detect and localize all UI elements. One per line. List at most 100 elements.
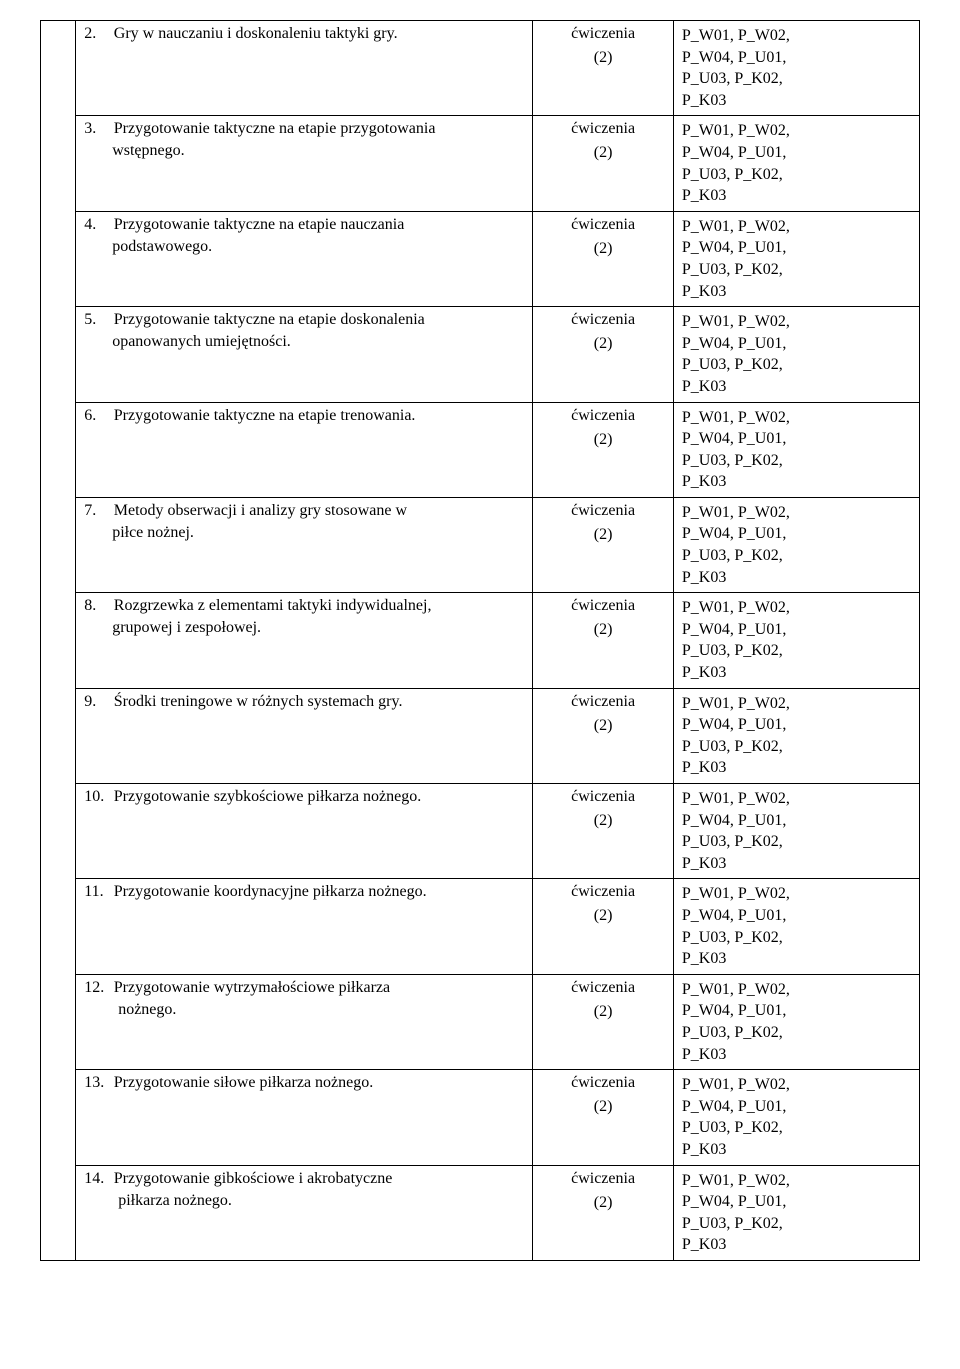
topic-number: 10. <box>84 788 110 806</box>
topic-cell: 8. Rozgrzewka z elementami taktyki indyw… <box>76 593 533 688</box>
type-cell: ćwiczenia(2) <box>533 879 674 974</box>
code-line: P_W04, P_U01, <box>682 237 911 259</box>
code-line: P_U03, P_K02, <box>682 545 911 567</box>
topic-line1: 12. Przygotowanie wytrzymałościowe piłka… <box>84 979 390 996</box>
type-label: ćwiczenia <box>541 693 665 711</box>
codes-cell: P_W01, P_W02,P_W04, P_U01,P_U03, P_K02,P… <box>673 497 919 592</box>
codes-cell: P_W01, P_W02,P_W04, P_U01,P_U03, P_K02,P… <box>673 974 919 1069</box>
type-count: (2) <box>541 526 665 544</box>
code-line: P_W01, P_W02, <box>682 979 911 1001</box>
code-line: P_U03, P_K02, <box>682 736 911 758</box>
topic-line1: 3. Przygotowanie taktyczne na etapie prz… <box>84 120 435 137</box>
code-line: P_U03, P_K02, <box>682 640 911 662</box>
code-line: P_W01, P_W02, <box>682 502 911 524</box>
topic-text2: wstępnego. <box>84 142 524 160</box>
codes-cell: P_W01, P_W02,P_W04, P_U01,P_U03, P_K02,P… <box>673 307 919 402</box>
codes-cell: P_W01, P_W02,P_W04, P_U01,P_U03, P_K02,P… <box>673 211 919 306</box>
type-cell: ćwiczenia(2) <box>533 688 674 783</box>
code-line: P_W01, P_W02, <box>682 788 911 810</box>
codes-cell: P_W01, P_W02,P_W04, P_U01,P_U03, P_K02,P… <box>673 688 919 783</box>
topic-text1: Przygotowanie taktyczne na etapie naucza… <box>110 216 405 233</box>
code-line: P_U03, P_K02, <box>682 927 911 949</box>
type-count: (2) <box>541 240 665 258</box>
code-line: P_K03 <box>682 567 911 589</box>
code-line: P_W01, P_W02, <box>682 25 911 47</box>
type-label: ćwiczenia <box>541 216 665 234</box>
type-cell: ćwiczenia (2) <box>533 1070 674 1165</box>
topic-number: 4. <box>84 216 110 234</box>
topic-text1: Przygotowanie taktyczne na etapie przygo… <box>110 120 436 137</box>
topic-cell: 11. Przygotowanie koordynacyjne piłkarza… <box>76 879 533 974</box>
type-count: (2) <box>541 49 665 67</box>
topic-text1: Gry w nauczaniu i doskonaleniu taktyki g… <box>110 25 398 42</box>
topic-number: 3. <box>84 120 110 138</box>
topic-line1: 5. Przygotowanie taktyczne na etapie dos… <box>84 311 425 328</box>
topic-number: 2. <box>84 25 110 43</box>
code-line: P_U03, P_K02, <box>682 354 911 376</box>
type-label: ćwiczenia <box>541 883 665 901</box>
topic-number: 11. <box>84 883 110 901</box>
topic-number: 9. <box>84 693 110 711</box>
topic-line1: 13. Przygotowanie siłowe piłkarza nożneg… <box>84 1074 373 1091</box>
table-row: 3. Przygotowanie taktyczne na etapie prz… <box>41 116 920 211</box>
type-label: ćwiczenia <box>541 979 665 997</box>
topic-text2: piłkarza nożnego. <box>84 1192 524 1210</box>
topic-cell: 14. Przygotowanie gibkościowe i akrobaty… <box>76 1165 533 1260</box>
topic-line1: 7. Metody obserwacji i analizy gry stoso… <box>84 502 407 519</box>
type-label: ćwiczenia <box>541 25 665 43</box>
type-count: (2) <box>541 144 665 162</box>
type-cell: ćwiczenia(2) <box>533 116 674 211</box>
code-line: P_K03 <box>682 1139 911 1161</box>
topic-line1: 8. Rozgrzewka z elementami taktyki indyw… <box>84 597 431 614</box>
topic-text2: podstawowego. <box>84 238 524 256</box>
code-line: P_W04, P_U01, <box>682 333 911 355</box>
type-label: ćwiczenia <box>541 407 665 425</box>
code-line: P_K03 <box>682 90 911 112</box>
topic-number: 6. <box>84 407 110 425</box>
code-line: P_U03, P_K02, <box>682 1117 911 1139</box>
table-row: 9. Środki treningowe w różnych systemach… <box>41 688 920 783</box>
type-label: ćwiczenia <box>541 788 665 806</box>
code-line: P_W01, P_W02, <box>682 216 911 238</box>
code-line: P_K03 <box>682 948 911 970</box>
topic-cell: 13. Przygotowanie siłowe piłkarza nożneg… <box>76 1070 533 1165</box>
type-label: ćwiczenia <box>541 1074 665 1092</box>
topic-number: 13. <box>84 1074 110 1092</box>
code-line: P_W04, P_U01, <box>682 1191 911 1213</box>
code-line: P_W04, P_U01, <box>682 142 911 164</box>
topic-text1: Przygotowanie gibkościowe i akrobatyczne <box>110 1170 393 1187</box>
table-row: 5. Przygotowanie taktyczne na etapie dos… <box>41 307 920 402</box>
type-count: (2) <box>541 1003 665 1021</box>
topic-text1: Przygotowanie siłowe piłkarza nożnego. <box>110 1074 373 1091</box>
topic-text1: Środki treningowe w różnych systemach gr… <box>110 693 403 710</box>
table-row: 2. Gry w nauczaniu i doskonaleniu taktyk… <box>41 21 920 116</box>
topic-text1: Przygotowanie szybkościowe piłkarza nożn… <box>110 788 421 805</box>
topic-line1: 10. Przygotowanie szybkościowe piłkarza … <box>84 788 421 805</box>
code-line: P_K03 <box>682 853 911 875</box>
codes-cell: P_W01, P_W02,P_W04, P_U01,P_U03, P_K02,P… <box>673 879 919 974</box>
topic-text2: piłce nożnej. <box>84 524 524 542</box>
topic-text1: Przygotowanie koordynacyjne piłkarza noż… <box>110 883 427 900</box>
type-count: (2) <box>541 1098 665 1116</box>
code-line: P_W01, P_W02, <box>682 407 911 429</box>
code-line: P_W04, P_U01, <box>682 1096 911 1118</box>
topic-cell: 6. Przygotowanie taktyczne na etapie tre… <box>76 402 533 497</box>
code-line: P_K03 <box>682 281 911 303</box>
type-count: (2) <box>541 812 665 830</box>
code-line: P_U03, P_K02, <box>682 1213 911 1235</box>
table-row: 10. Przygotowanie szybkościowe piłkarza … <box>41 784 920 879</box>
code-line: P_U03, P_K02, <box>682 68 911 90</box>
code-line: P_K03 <box>682 1044 911 1066</box>
type-label: ćwiczenia <box>541 311 665 329</box>
code-line: P_K03 <box>682 757 911 779</box>
type-cell: ćwiczenia (2) <box>533 784 674 879</box>
type-cell: ćwiczenia (2) <box>533 21 674 116</box>
type-label: ćwiczenia <box>541 1170 665 1188</box>
table-row: 7. Metody obserwacji i analizy gry stoso… <box>41 497 920 592</box>
codes-cell: P_W01, P_W02,P_W04, P_U01,P_U03, P_K02,P… <box>673 784 919 879</box>
topic-number: 7. <box>84 502 110 520</box>
code-line: P_W01, P_W02, <box>682 311 911 333</box>
code-line: P_W04, P_U01, <box>682 523 911 545</box>
topic-line1: 14. Przygotowanie gibkościowe i akrobaty… <box>84 1170 392 1187</box>
type-cell: ćwiczenia(2) <box>533 402 674 497</box>
